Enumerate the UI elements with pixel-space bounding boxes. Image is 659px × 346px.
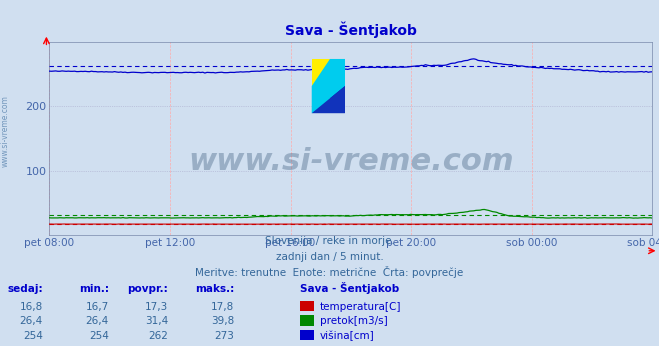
Text: 31,4: 31,4 [145, 316, 168, 326]
Text: www.si-vreme.com: www.si-vreme.com [188, 147, 514, 176]
Text: 26,4: 26,4 [86, 316, 109, 326]
Text: zadnji dan / 5 minut.: zadnji dan / 5 minut. [275, 252, 384, 262]
Text: 16,8: 16,8 [20, 302, 43, 312]
Text: povpr.:: povpr.: [127, 284, 168, 294]
Text: 16,7: 16,7 [86, 302, 109, 312]
Text: 254: 254 [89, 331, 109, 341]
Text: 39,8: 39,8 [211, 316, 234, 326]
Text: 273: 273 [214, 331, 234, 341]
Text: 17,3: 17,3 [145, 302, 168, 312]
Text: pretok[m3/s]: pretok[m3/s] [320, 316, 387, 326]
Text: sedaj:: sedaj: [7, 284, 43, 294]
Polygon shape [312, 59, 330, 86]
Bar [312, 86, 330, 113]
Text: 26,4: 26,4 [20, 316, 43, 326]
Text: Sava - Šentjakob: Sava - Šentjakob [300, 282, 399, 294]
Text: temperatura[C]: temperatura[C] [320, 302, 401, 312]
Text: maks.:: maks.: [194, 284, 234, 294]
Text: www.si-vreme.com: www.si-vreme.com [1, 95, 10, 167]
Bar [330, 59, 345, 86]
Bar [312, 59, 330, 86]
Text: 254: 254 [23, 331, 43, 341]
Polygon shape [312, 59, 345, 113]
Text: 17,8: 17,8 [211, 302, 234, 312]
Polygon shape [312, 86, 345, 113]
Text: Slovenija / reke in morje.: Slovenija / reke in morje. [264, 236, 395, 246]
Title: Sava - Šentjakob: Sava - Šentjakob [285, 21, 417, 38]
Text: min.:: min.: [78, 284, 109, 294]
Bar [330, 86, 345, 113]
Text: 262: 262 [148, 331, 168, 341]
Text: Meritve: trenutne  Enote: metrične  Črta: povprečje: Meritve: trenutne Enote: metrične Črta: … [195, 266, 464, 279]
Text: višina[cm]: višina[cm] [320, 331, 374, 341]
